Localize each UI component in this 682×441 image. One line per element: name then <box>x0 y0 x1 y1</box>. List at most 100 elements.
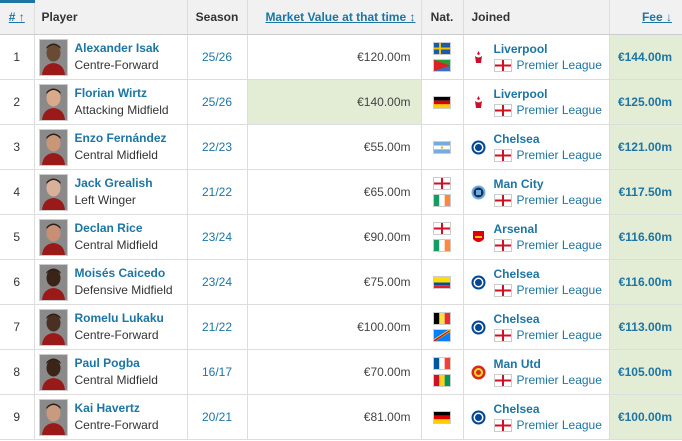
market-value-cell: €90.00m <box>247 214 422 260</box>
season-link[interactable]: 21/22 <box>187 169 248 215</box>
rank-cell: 5 <box>0 214 35 260</box>
fee-link[interactable]: €125.00m <box>609 79 682 125</box>
player-name-link[interactable]: Florian Wirtz <box>74 86 148 100</box>
joined-cell: Chelsea Premier League <box>463 304 610 350</box>
mancity-crest-icon <box>471 185 485 199</box>
fee-link[interactable]: €100.00m <box>609 394 682 440</box>
england-flag-icon <box>433 222 451 235</box>
market-value-sort-link[interactable]: Market Value at that time ↕ <box>265 10 416 24</box>
club-link[interactable]: Chelsea <box>493 267 540 281</box>
club-link[interactable]: Chelsea <box>493 312 540 326</box>
player-name-link[interactable]: Kai Havertz <box>74 401 140 415</box>
club-link[interactable]: Chelsea <box>493 132 540 146</box>
club-link[interactable]: Liverpool <box>493 42 548 56</box>
league-link[interactable]: Premier League <box>516 373 602 387</box>
club-link[interactable]: Liverpool <box>493 87 548 101</box>
rank-cell: 6 <box>0 259 35 305</box>
fee-link[interactable]: €144.00m <box>609 34 682 80</box>
fee-link[interactable]: €116.00m <box>609 259 682 305</box>
fee-sort-link[interactable]: Fee ↓ <box>641 10 672 24</box>
nationality-cell <box>421 34 464 80</box>
market-value-cell: €81.00m <box>247 394 422 440</box>
season-link[interactable]: 22/23 <box>187 124 248 170</box>
market-value-header[interactable]: Market Value at that time ↕ <box>247 0 422 35</box>
fee-link[interactable]: €116.60m <box>609 214 682 260</box>
club-link[interactable]: Man City <box>493 177 544 191</box>
avatar[interactable] <box>38 173 68 211</box>
nationality-cell <box>421 304 464 350</box>
avatar[interactable] <box>38 398 68 436</box>
player-position: Defensive Midfield <box>74 283 173 297</box>
fee-link[interactable]: €121.00m <box>609 124 682 170</box>
fee-header[interactable]: Fee ↓ <box>609 0 682 35</box>
table-row: 6 Moisés Caicedo Defensive Midfield 23/2… <box>0 259 682 305</box>
england-flag-icon <box>493 283 512 297</box>
season-link[interactable]: 25/26 <box>187 79 248 125</box>
league-link[interactable]: Premier League <box>516 103 602 117</box>
rank-sort-link[interactable]: # ↑ <box>8 10 25 24</box>
liverpool-crest-icon <box>474 95 482 108</box>
avatar[interactable] <box>38 353 68 391</box>
rank-cell: 1 <box>0 34 35 80</box>
avatar[interactable] <box>38 218 68 256</box>
ireland-flag-icon <box>433 239 451 252</box>
season-link[interactable]: 20/21 <box>187 394 248 440</box>
player-cell: Paul Pogba Central Midfield <box>34 349 188 395</box>
avatar[interactable] <box>38 38 68 76</box>
player-cell: Moisés Caicedo Defensive Midfield <box>34 259 188 305</box>
avatar[interactable] <box>38 263 68 301</box>
season-link[interactable]: 16/17 <box>187 349 248 395</box>
player-name-link[interactable]: Moisés Caicedo <box>74 266 166 280</box>
england-flag-icon <box>493 418 512 432</box>
rank-header[interactable]: # ↑ <box>0 0 92 35</box>
season-link[interactable]: 25/26 <box>187 34 248 80</box>
league-link[interactable]: Premier League <box>516 148 602 162</box>
player-cell: Enzo Fernández Central Midfield <box>34 124 188 170</box>
avatar[interactable] <box>38 308 68 346</box>
league-link[interactable]: Premier League <box>516 328 602 342</box>
player-position: Centre-Forward <box>74 418 159 432</box>
season-link[interactable]: 23/24 <box>187 214 248 260</box>
player-position: Central Midfield <box>74 373 158 387</box>
player-name-link[interactable]: Enzo Fernández <box>74 131 167 145</box>
club-link[interactable]: Chelsea <box>493 402 540 416</box>
fee-link[interactable]: €113.00m <box>609 304 682 350</box>
league-link[interactable]: Premier League <box>516 58 602 72</box>
belgium-flag-icon <box>433 312 451 325</box>
england-flag-icon <box>493 58 512 72</box>
nationality-cell <box>421 349 464 395</box>
joined-cell: Liverpool Premier League <box>463 34 610 80</box>
manutd-crest-icon <box>471 365 485 379</box>
germany-flag-icon <box>433 95 451 109</box>
germany-flag-icon <box>433 410 451 424</box>
league-link[interactable]: Premier League <box>516 238 602 252</box>
chelsea-crest-icon <box>471 275 485 289</box>
market-value-cell: €65.00m <box>247 169 422 215</box>
league-link[interactable]: Premier League <box>516 283 602 297</box>
player-name-link[interactable]: Jack Grealish <box>74 176 153 190</box>
rank-cell: 9 <box>0 394 35 440</box>
rank-cell: 4 <box>0 169 35 215</box>
club-link[interactable]: Arsenal <box>493 222 538 236</box>
table-row: 5 Declan Rice Central Midfield 23/24 €90… <box>0 214 682 260</box>
player-name-link[interactable]: Declan Rice <box>74 221 143 235</box>
table-row: 8 Paul Pogba Central Midfield 16/17 €70.… <box>0 349 682 395</box>
player-name-link[interactable]: Alexander Isak <box>74 41 160 55</box>
season-link[interactable]: 21/22 <box>187 304 248 350</box>
market-value-cell: €70.00m <box>247 349 422 395</box>
ireland-flag-icon <box>433 194 451 207</box>
league-link[interactable]: Premier League <box>516 418 602 432</box>
player-photo-icon <box>39 129 67 165</box>
player-name-link[interactable]: Romelu Lukaku <box>74 311 164 325</box>
fee-link[interactable]: €105.00m <box>609 349 682 395</box>
league-link[interactable]: Premier League <box>516 193 602 207</box>
player-name-link[interactable]: Paul Pogba <box>74 356 140 370</box>
avatar[interactable] <box>38 128 68 166</box>
season-link[interactable]: 23/24 <box>187 259 248 305</box>
club-link[interactable]: Man Utd <box>493 357 541 371</box>
drcongo-flag-icon <box>433 329 451 342</box>
avatar[interactable] <box>38 83 68 121</box>
fee-link[interactable]: €117.50m <box>609 169 682 215</box>
nationality-cell <box>421 79 464 125</box>
